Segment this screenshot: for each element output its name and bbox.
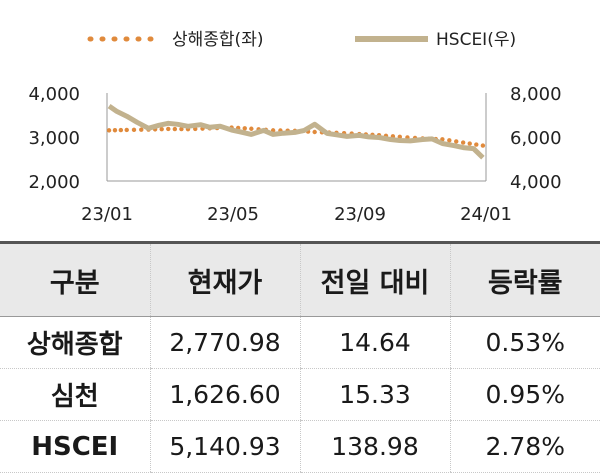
shanghai-series-point bbox=[166, 126, 171, 132]
shanghai-series-point bbox=[460, 140, 466, 145]
table-row: HSCEI 5,140.93 138.98 2.78% bbox=[0, 420, 600, 473]
shanghai-series-point bbox=[249, 126, 254, 131]
shanghai-series-dot bbox=[159, 126, 164, 132]
row-current-price: 2,770.98 bbox=[149, 316, 300, 369]
y-right-tick: 6,000 bbox=[510, 128, 562, 149]
chart-axes: 4,000 3,000 2,000 8,000 6,000 4,000 23/0… bbox=[28, 84, 561, 225]
x-tick: 23/01 bbox=[81, 204, 133, 225]
shanghai-series-point bbox=[312, 129, 317, 135]
shanghai-series-dot bbox=[242, 126, 247, 131]
shanghai-series-dot bbox=[474, 142, 479, 147]
shanghai-series-dot bbox=[179, 126, 184, 132]
legend-label-shanghai: 상해종합(좌) bbox=[172, 30, 263, 50]
row-change: 15.33 bbox=[299, 368, 450, 421]
y-right-tick: 4,000 bbox=[510, 172, 562, 193]
header-category: 구분 bbox=[0, 241, 150, 317]
shanghai-series-point bbox=[124, 127, 129, 133]
y-left-tick: 4,000 bbox=[28, 84, 80, 105]
row-change: 14.64 bbox=[299, 316, 450, 369]
header-current-price: 현재가 bbox=[149, 241, 300, 317]
row-current-price: 5,140.93 bbox=[149, 420, 300, 473]
row-change: 138.98 bbox=[299, 420, 450, 473]
x-tick: 23/05 bbox=[207, 204, 259, 225]
row-name: HSCEI bbox=[0, 420, 150, 473]
row-current-price: 1,626.60 bbox=[149, 368, 300, 421]
y-left-tick: 2,000 bbox=[28, 172, 80, 193]
row-change-rate: 0.53% bbox=[449, 316, 600, 369]
table-header-row: 구분 현재가 전일 대비 등락률 bbox=[0, 241, 600, 317]
x-tick: 23/09 bbox=[334, 204, 386, 225]
hscei-series-line bbox=[107, 104, 485, 160]
shanghai-series-dot bbox=[454, 139, 459, 144]
header-change-rate: 등락률 bbox=[449, 241, 600, 317]
row-name: 상해종합 bbox=[0, 316, 150, 369]
market-quote-table: 구분 현재가 전일 대비 등락률 상해종합 2,770.98 14.64 0.5… bbox=[0, 241, 600, 473]
shanghai-series-dot bbox=[139, 127, 144, 132]
y-left-tick: 3,000 bbox=[28, 128, 80, 149]
row-name: 심천 bbox=[0, 368, 150, 421]
shanghai-series-dot bbox=[131, 127, 137, 133]
market-line-chart: 상해종합(좌) HSCEI(우) 4,000 3,000 2,000 8,000… bbox=[28, 30, 561, 225]
shanghai-series-dot bbox=[172, 126, 178, 132]
table-row: 상해종합 2,770.98 14.64 0.53% bbox=[0, 316, 600, 369]
series-layer bbox=[106, 104, 486, 160]
shanghai-series-point bbox=[480, 143, 486, 148]
shanghai-series-dot bbox=[112, 128, 118, 133]
y-right-tick: 8,000 bbox=[510, 84, 562, 105]
shanghai-series-point bbox=[106, 128, 112, 133]
legend-label-hscei: HSCEI(우) bbox=[436, 30, 516, 50]
shanghai-series-dot bbox=[118, 127, 124, 133]
chart-legend: 상해종합(좌) HSCEI(우) bbox=[87, 30, 516, 50]
shanghai-series-dot bbox=[467, 141, 472, 146]
shanghai-series-dot bbox=[447, 138, 452, 143]
table-row: 심천 1,626.60 15.33 0.95% bbox=[0, 368, 600, 421]
x-tick: 24/01 bbox=[460, 204, 512, 225]
row-change-rate: 2.78% bbox=[449, 420, 600, 473]
header-change: 전일 대비 bbox=[299, 241, 450, 317]
row-change-rate: 0.95% bbox=[449, 368, 600, 421]
